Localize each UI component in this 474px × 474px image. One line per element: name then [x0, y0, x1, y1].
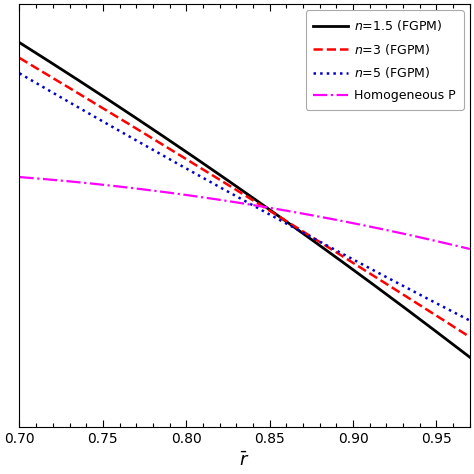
Line: $n$=3 (FGPM): $n$=3 (FGPM) — [19, 58, 470, 337]
$n$=1.5 (FGPM) — [386, 293, 392, 299]
Homogeneous P — [456, 244, 462, 249]
$n$=3 (FGPM) — [260, 204, 266, 210]
$n$=5 (FGPM) — [456, 312, 462, 318]
$n$=3 (FGPM) — [230, 185, 236, 191]
$n$=5 (FGPM) — [17, 71, 22, 76]
Homogeneous P — [17, 174, 22, 180]
Homogeneous P — [260, 204, 266, 210]
Line: $n$=5 (FGPM): $n$=5 (FGPM) — [19, 73, 470, 320]
$n$=1.5 (FGPM) — [230, 182, 236, 187]
Homogeneous P — [467, 246, 473, 252]
$n$=5 (FGPM) — [233, 193, 239, 199]
$n$=5 (FGPM) — [386, 275, 392, 281]
X-axis label: $\bar{r}$: $\bar{r}$ — [239, 451, 250, 470]
Legend: $n$=1.5 (FGPM), $n$=3 (FGPM), $n$=5 (FGPM), Homogeneous P: $n$=1.5 (FGPM), $n$=3 (FGPM), $n$=5 (FGP… — [306, 10, 464, 109]
Homogeneous P — [285, 208, 291, 214]
$n$=3 (FGPM) — [467, 334, 473, 340]
$n$=5 (FGPM) — [285, 221, 291, 227]
$n$=5 (FGPM) — [467, 318, 473, 323]
$n$=5 (FGPM) — [260, 208, 266, 214]
$n$=1.5 (FGPM) — [233, 183, 239, 189]
$n$=3 (FGPM) — [456, 327, 462, 333]
$n$=3 (FGPM) — [233, 187, 239, 193]
$n$=3 (FGPM) — [17, 55, 22, 61]
$n$=3 (FGPM) — [386, 283, 392, 288]
Homogeneous P — [233, 200, 239, 205]
$n$=1.5 (FGPM) — [456, 346, 462, 352]
Homogeneous P — [386, 228, 392, 233]
Line: Homogeneous P: Homogeneous P — [19, 177, 470, 249]
Line: $n$=1.5 (FGPM): $n$=1.5 (FGPM) — [19, 43, 470, 357]
Homogeneous P — [230, 199, 236, 205]
$n$=1.5 (FGPM) — [285, 219, 291, 225]
$n$=1.5 (FGPM) — [467, 355, 473, 360]
$n$=1.5 (FGPM) — [260, 202, 266, 208]
$n$=1.5 (FGPM) — [17, 40, 22, 46]
$n$=3 (FGPM) — [285, 219, 291, 225]
$n$=5 (FGPM) — [230, 192, 236, 198]
